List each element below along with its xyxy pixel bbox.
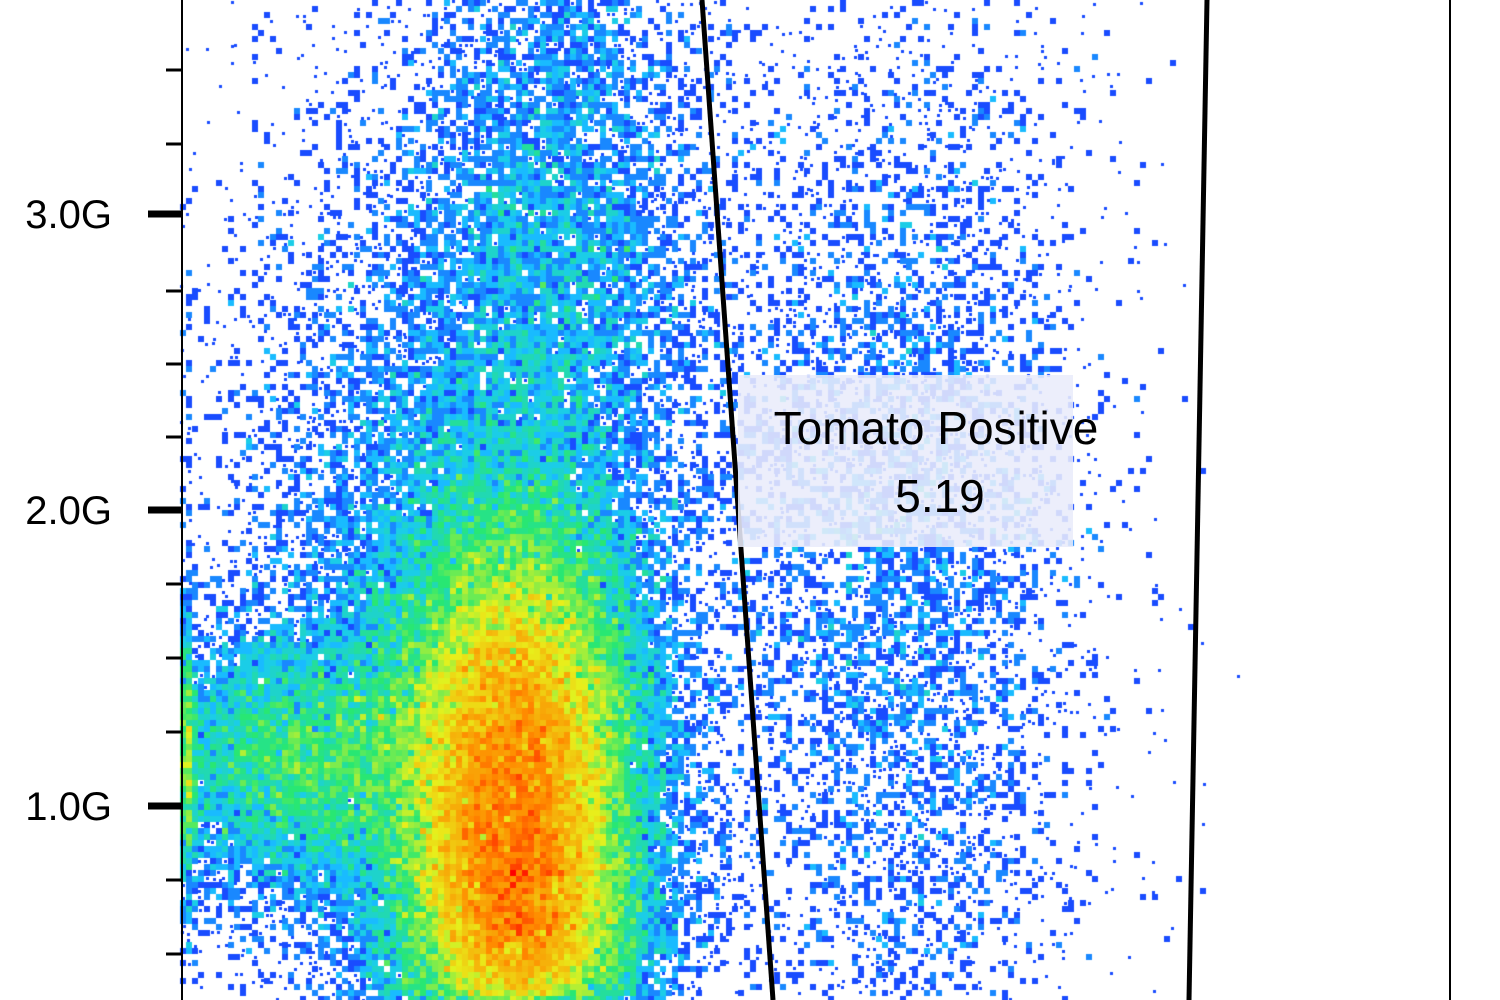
y-tick-label: 2.0G (25, 489, 112, 533)
gate-percent-label: 5.19 (895, 470, 985, 522)
gate-left-boundary[interactable] (699, 0, 776, 1000)
tomato-positive-gate[interactable] (699, 0, 1210, 1000)
gate-name-label: Tomato Positive (774, 402, 1099, 454)
y-tick-label: 1.0G (25, 785, 112, 829)
gate-label-background (738, 375, 1073, 547)
gate-right-boundary[interactable] (1186, 0, 1210, 1000)
y-tick-label: 3.0G (25, 193, 112, 237)
y-axis-ticks: 3.0G 2.0G 1.0G (25, 68, 182, 956)
